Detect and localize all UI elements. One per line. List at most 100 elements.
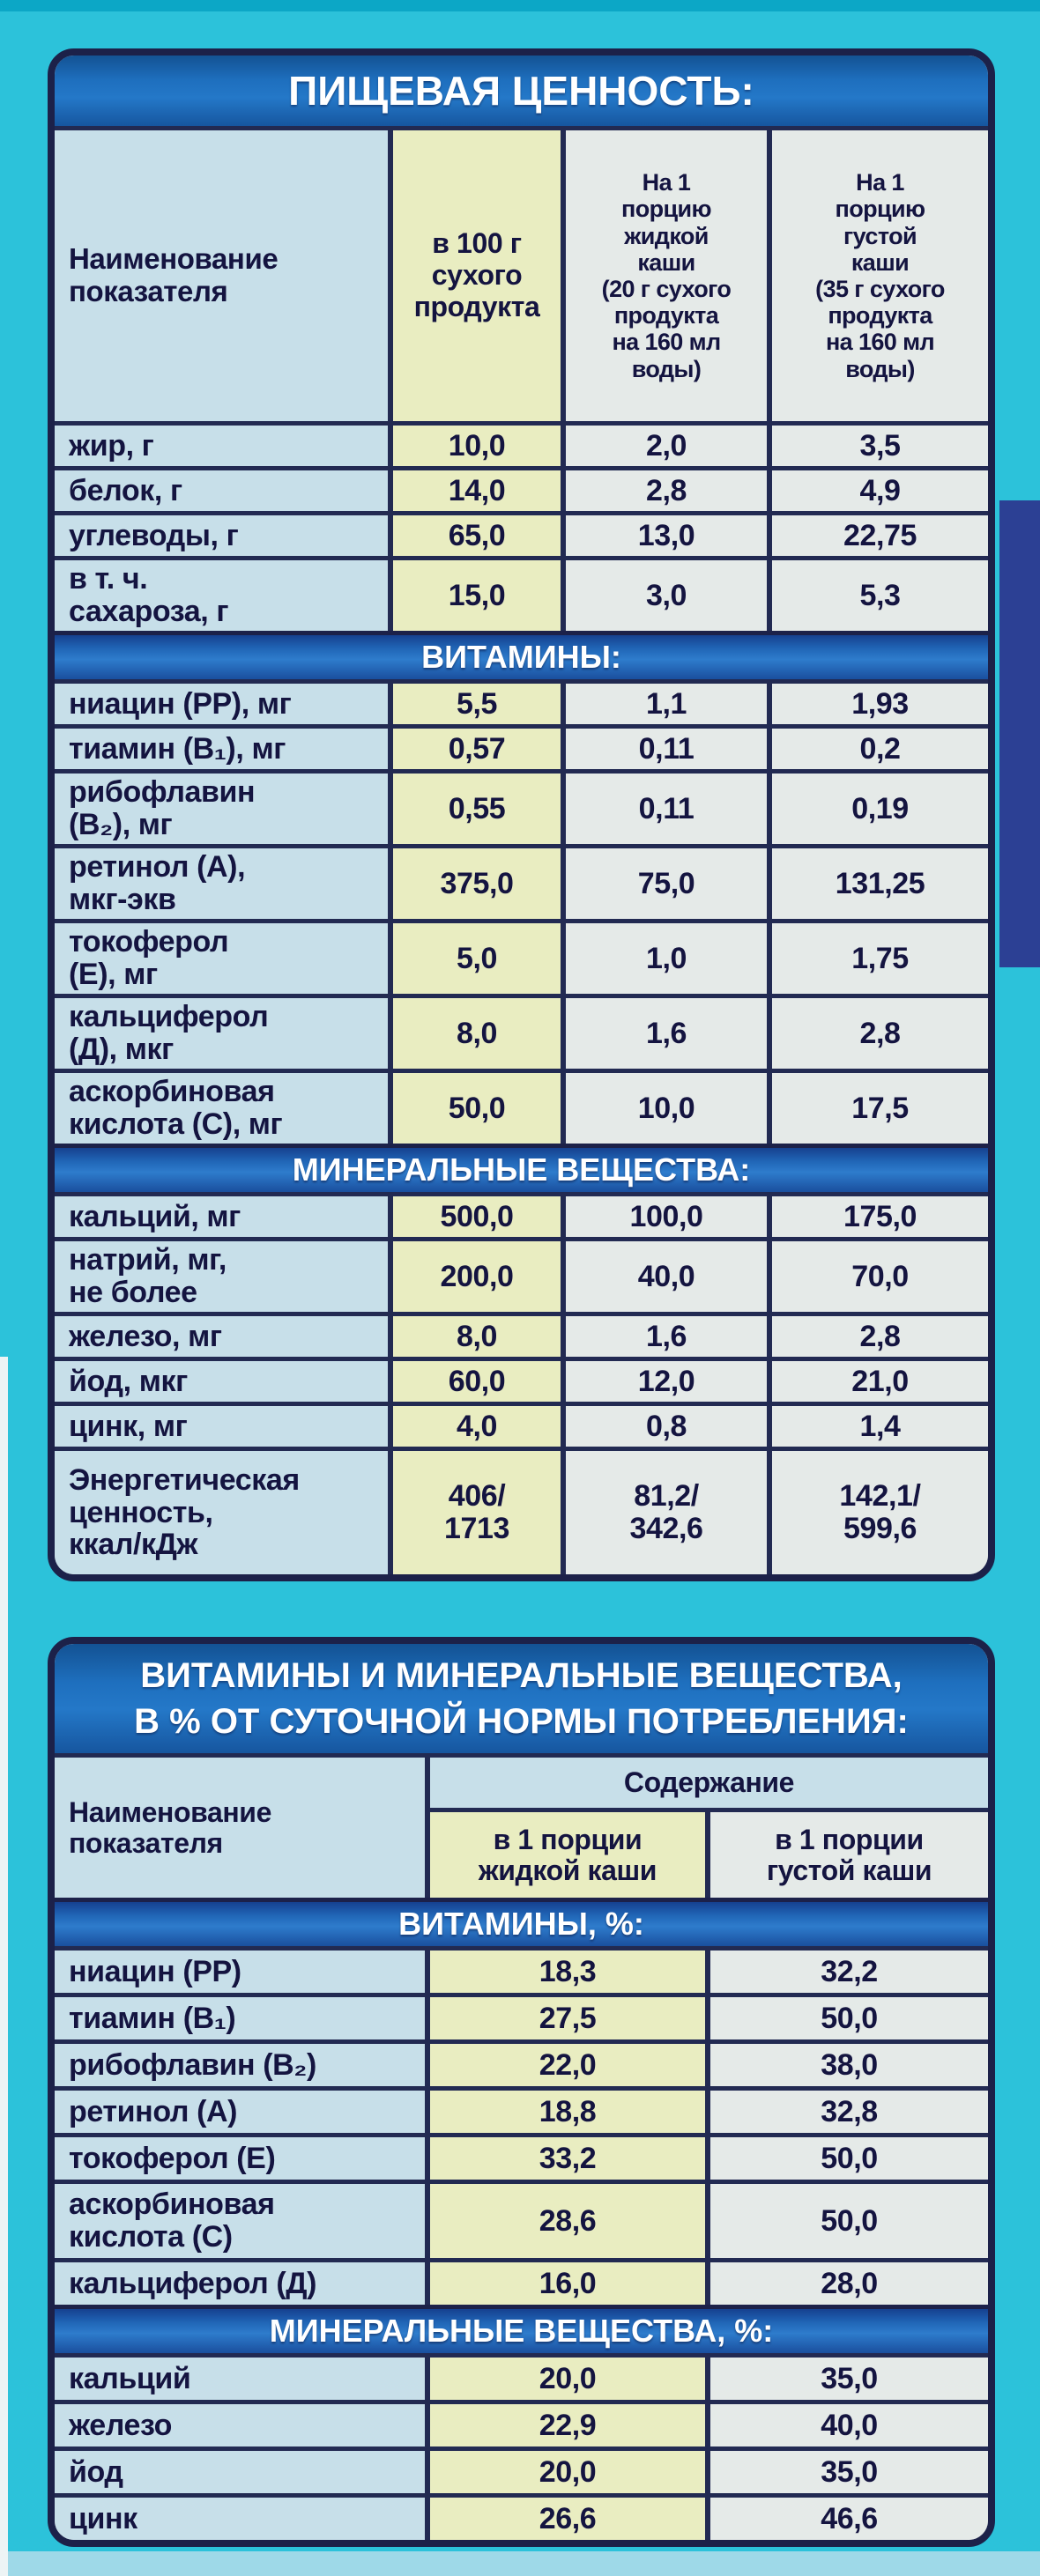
value-cell: 50,0 — [705, 2184, 988, 2258]
value-cell: 200,0 — [388, 1241, 561, 1312]
value-cell: 20,0 — [425, 2358, 705, 2400]
row-label: рибофлавин (В₂) — [55, 2044, 425, 2086]
row-label: йод, мкг — [55, 1361, 388, 1402]
row-label: токоферол (Е), мг — [55, 923, 388, 994]
row-label: ретинол (А), мкг-экв — [55, 848, 388, 919]
row-label: кальциферол (Д) — [55, 2262, 425, 2305]
value-cell: 27,5 — [425, 1997, 705, 2039]
value-cell: 2,8 — [767, 998, 988, 1069]
table-row-iron-pct: железо 22,9 40,0 — [55, 2400, 988, 2446]
value-cell: 46,6 — [705, 2498, 988, 2540]
table-row-tocopherol: токоферол (Е), мг 5,0 1,0 1,75 — [55, 919, 988, 994]
table-row-ascorbic: аскорбиновая кислота (С), мг 50,0 10,0 1… — [55, 1069, 988, 1144]
value-cell: 10,0 — [388, 426, 561, 466]
value-cell: 28,0 — [705, 2262, 988, 2305]
nutrition-value-table: ПИЩЕВАЯ ЦЕННОСТЬ: Наименование показател… — [48, 48, 995, 1581]
table2-title: ВИТАМИНЫ И МИНЕРАЛЬНЫЕ ВЕЩЕСТВА, В % ОТ … — [134, 1656, 909, 1741]
row-label: цинк — [55, 2498, 425, 2540]
col-header-name: Наименование показателя — [55, 1758, 425, 1898]
value-cell: 3,5 — [767, 426, 988, 466]
value-cell: 12,0 — [561, 1361, 767, 1402]
value-cell: 18,8 — [425, 2091, 705, 2133]
value-cell: 5,3 — [767, 560, 988, 631]
col-header-content-group: Содержание — [425, 1758, 988, 1808]
value-cell: 40,0 — [705, 2404, 988, 2446]
table-row-niacin: ниацин (РР), мг 5,5 1,1 1,93 — [55, 679, 988, 724]
table-row-carbs: углеводы, г 65,0 13,0 22,75 — [55, 511, 988, 556]
value-cell: 1,4 — [767, 1406, 988, 1447]
table1-title: ПИЩЕВАЯ ЦЕННОСТЬ: — [288, 68, 754, 114]
row-label: кальций, мг — [55, 1196, 388, 1237]
value-cell: 0,55 — [388, 774, 561, 844]
value-cell: 65,0 — [388, 515, 561, 556]
row-label: йод — [55, 2451, 425, 2493]
table-row-retinol: ретинол (А), мкг-экв 375,0 75,0 131,25 — [55, 844, 988, 919]
value-cell: 142,1/ 599,6 — [767, 1451, 988, 1574]
row-label: углеводы, г — [55, 515, 388, 556]
table-row-iodine: йод, мкг 60,0 12,0 21,0 — [55, 1357, 988, 1402]
value-cell: 70,0 — [767, 1241, 988, 1312]
value-cell: 175,0 — [767, 1196, 988, 1237]
table-row-zinc-pct: цинк 26,6 46,6 — [55, 2493, 988, 2540]
value-cell: 4,9 — [767, 470, 988, 511]
section-header-label: МИНЕРАЛЬНЫЕ ВЕЩЕСТВА: — [292, 1151, 751, 1188]
row-label: кальций — [55, 2358, 425, 2400]
value-cell: 15,0 — [388, 560, 561, 631]
value-cell: 1,0 — [561, 923, 767, 994]
value-cell: 18,3 — [425, 1951, 705, 1993]
section-header-label: МИНЕРАЛЬНЫЕ ВЕЩЕСТВА, %: — [269, 2313, 774, 2349]
value-cell: 20,0 — [425, 2451, 705, 2493]
col-header-name: Наименование показателя — [55, 130, 388, 421]
table-row-thiamine-pct: тиамин (В₁) 27,5 50,0 — [55, 1993, 988, 2039]
value-cell: 0,57 — [388, 729, 561, 769]
value-cell: 8,0 — [388, 1316, 561, 1357]
row-label: в т. ч. сахароза, г — [55, 560, 388, 631]
value-cell: 2,8 — [561, 470, 767, 511]
table-row-iodine-pct: йод 20,0 35,0 — [55, 2446, 988, 2493]
value-cell: 0,8 — [561, 1406, 767, 1447]
row-label: железо — [55, 2404, 425, 2446]
value-cell: 21,0 — [767, 1361, 988, 1402]
table-row-protein: белок, г 14,0 2,8 4,9 — [55, 466, 988, 511]
value-cell: 22,9 — [425, 2404, 705, 2446]
value-cell: 50,0 — [705, 1997, 988, 2039]
value-cell: 5,5 — [388, 684, 561, 724]
table-row-calcium: кальций, мг 500,0 100,0 175,0 — [55, 1192, 988, 1237]
table-row-fat: жир, г 10,0 2,0 3,5 — [55, 421, 988, 466]
row-label: тиамин (В₁), мг — [55, 729, 388, 769]
value-cell: 14,0 — [388, 470, 561, 511]
table1-column-header-row: Наименование показателя в 100 г сухого п… — [55, 126, 988, 421]
value-cell: 500,0 — [388, 1196, 561, 1237]
table-row-calciferol: кальциферол (Д), мкг 8,0 1,6 2,8 — [55, 994, 988, 1069]
row-label: цинк, мг — [55, 1406, 388, 1447]
value-cell: 2,0 — [561, 426, 767, 466]
section-header-vitamins-pct: ВИТАМИНЫ, %: — [55, 1898, 988, 1946]
value-cell: 3,0 — [561, 560, 767, 631]
value-cell: 2,8 — [767, 1316, 988, 1357]
row-label: жир, г — [55, 426, 388, 466]
row-label: токоферол (Е) — [55, 2137, 425, 2180]
col-header-liquid-portion: в 1 порции жидкой каши — [425, 1808, 705, 1898]
col-header-thick-portion: в 1 порции густой каши — [705, 1808, 988, 1898]
row-label: тиамин (В₁) — [55, 1997, 425, 2039]
table-row-retinol-pct: ретинол (А) 18,8 32,8 — [55, 2086, 988, 2133]
package-side-band — [999, 500, 1040, 967]
value-cell: 22,0 — [425, 2044, 705, 2086]
table-row-calciferol-pct: кальциферол (Д) 16,0 28,0 — [55, 2258, 988, 2305]
row-label: натрий, мг, не более — [55, 1241, 388, 1312]
value-cell: 75,0 — [561, 848, 767, 919]
value-cell: 13,0 — [561, 515, 767, 556]
col-header-liquid-portion: На 1 порцию жидкой каши (20 г сухого про… — [561, 130, 767, 421]
value-cell: 406/ 1713 — [388, 1451, 561, 1574]
value-cell: 1,6 — [561, 998, 767, 1069]
section-header-minerals-pct: МИНЕРАЛЬНЫЕ ВЕЩЕСТВА, %: — [55, 2305, 988, 2353]
table-row-zinc: цинк, мг 4,0 0,8 1,4 — [55, 1402, 988, 1447]
table-row-sucrose: в т. ч. сахароза, г 15,0 3,0 5,3 — [55, 556, 988, 631]
value-cell: 33,2 — [425, 2137, 705, 2180]
value-cell: 375,0 — [388, 848, 561, 919]
row-label: белок, г — [55, 470, 388, 511]
value-cell: 100,0 — [561, 1196, 767, 1237]
value-cell: 28,6 — [425, 2184, 705, 2258]
photo-edge-left — [0, 1357, 8, 2576]
